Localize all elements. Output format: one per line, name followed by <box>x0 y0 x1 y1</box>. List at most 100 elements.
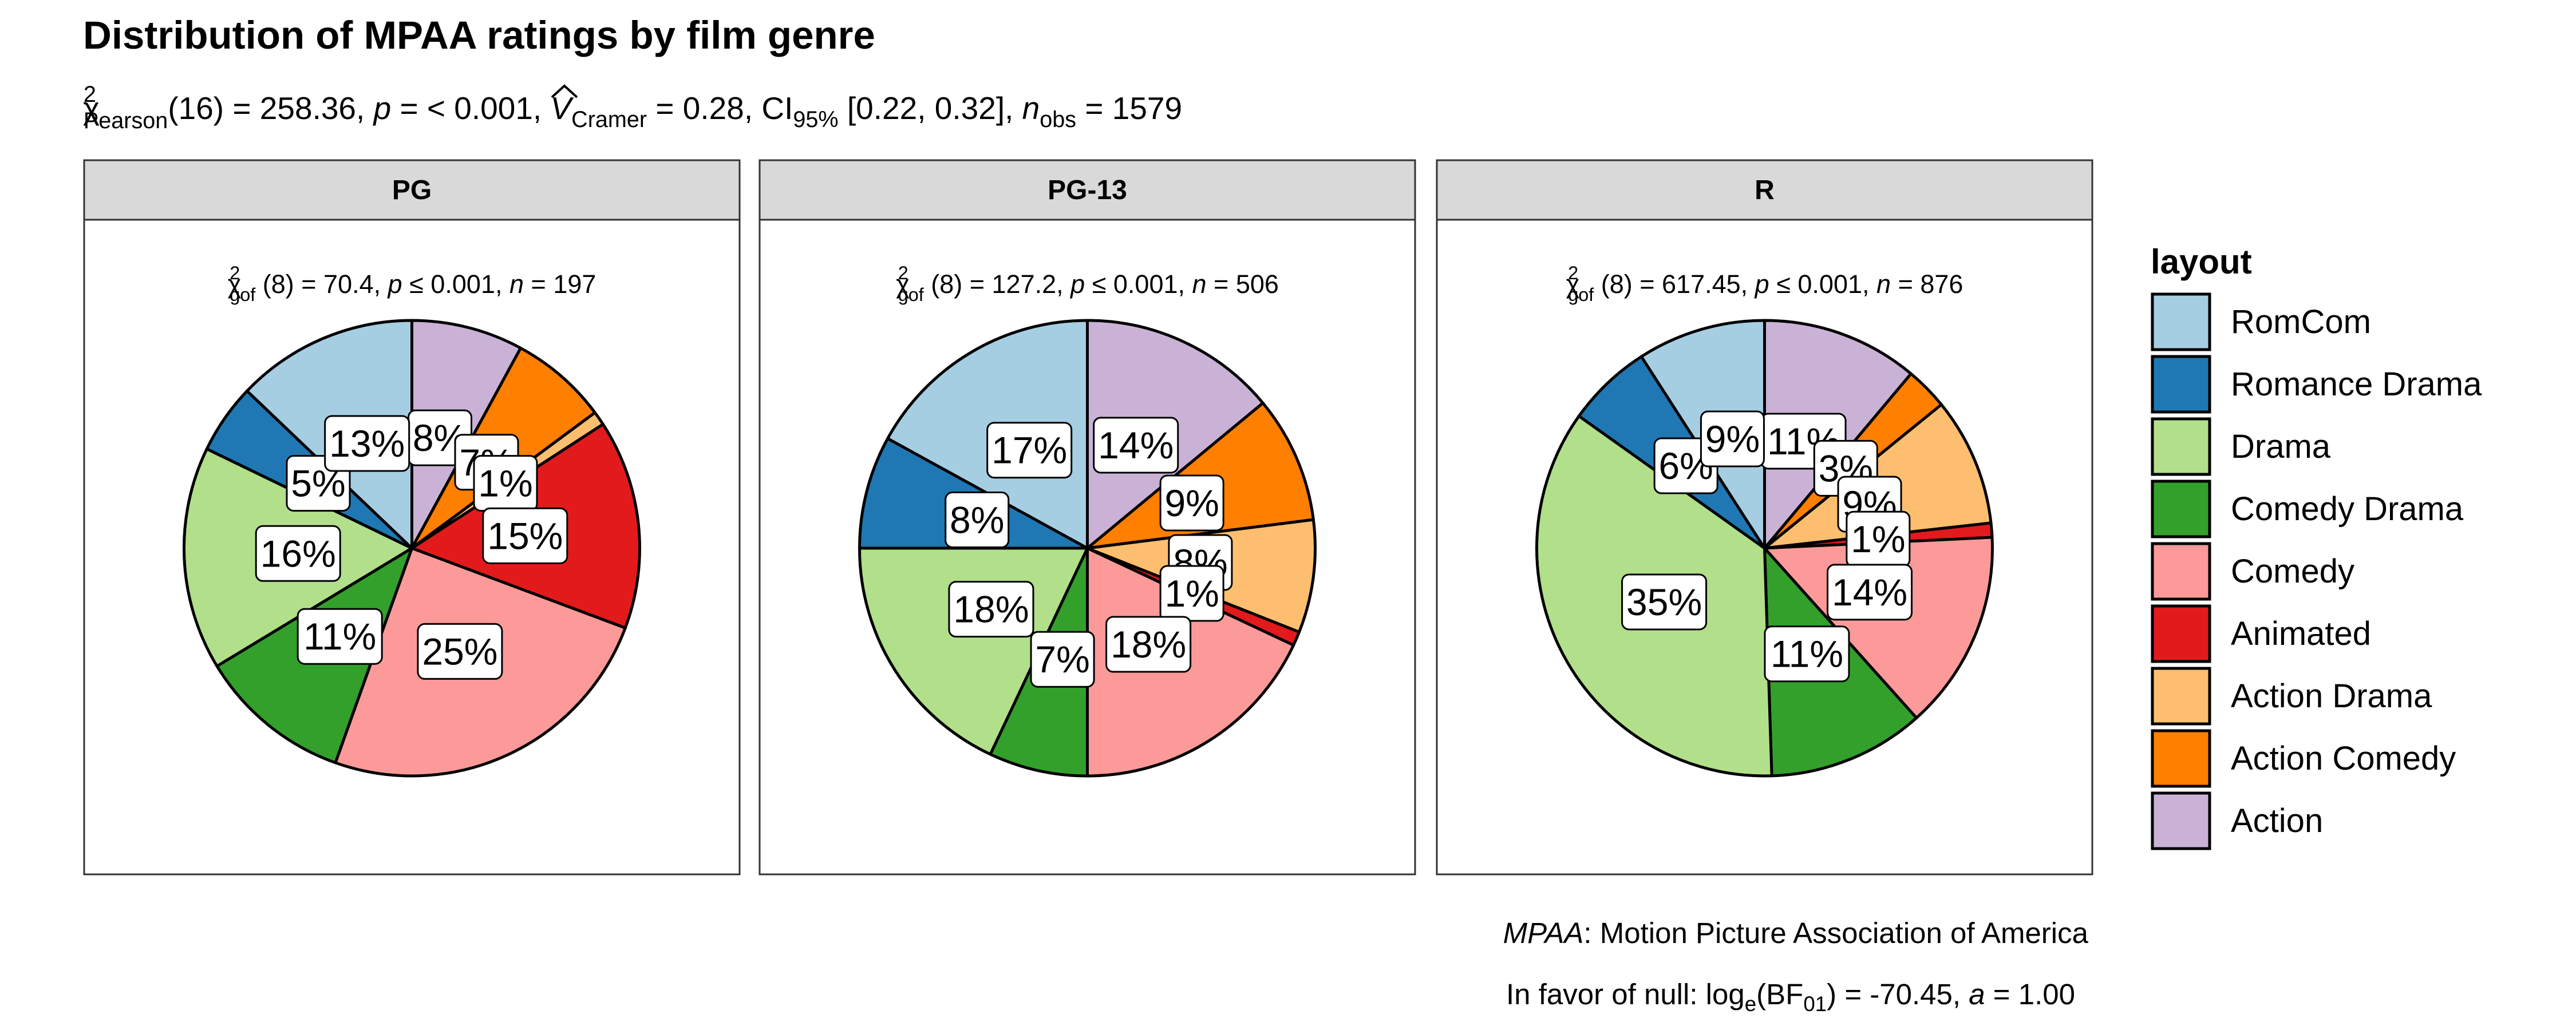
slice-label-text: 14% <box>1098 424 1174 466</box>
gof-part-0: χ <box>896 270 910 299</box>
slice-label-pg-13-romance-drama: 8% <box>945 492 1010 549</box>
legend-label: RomCom <box>2231 303 2371 340</box>
legend-label: Action Drama <box>2231 678 2432 715</box>
slice-label-pg-13-action-comedy: 9% <box>1159 474 1224 532</box>
legend-item-action-drama: Action Drama <box>2151 667 2432 726</box>
subtitle-v-sub: Cramer <box>571 107 647 132</box>
gof-part-1: 2 <box>230 263 240 283</box>
gof-part-3: (8) = 127.2, <box>924 270 1070 299</box>
subtitle-part3: = 0.28, CI <box>647 90 793 126</box>
slice-label-text: 1% <box>478 462 532 505</box>
caption-bf-c: ) = -70.45, <box>1827 978 1969 1011</box>
slice-label-box <box>1159 474 1224 532</box>
subtitle-ci-sub: 95% <box>793 107 838 132</box>
legend-item-romance-drama: Romance Drama <box>2151 355 2482 414</box>
subtitle-part5: = 1579 <box>1076 90 1182 126</box>
caption-line-1: MPAA: Motion Picture Association of Amer… <box>1503 917 2089 949</box>
slice-label-box <box>1827 564 1913 621</box>
gof-part-3: (8) = 617.45, <box>1594 270 1755 299</box>
strip-pg-13 <box>758 159 1416 221</box>
gof-part-4: p <box>387 270 402 299</box>
caption-mpaa: MPAA <box>1503 917 1584 949</box>
gof-part-4: p <box>1069 270 1085 299</box>
subtitle-part1: (16) = 258.36, <box>168 90 373 126</box>
subtitle-chi-sub: Pearson <box>84 108 168 133</box>
legend: layout RomCom Romance Drama Drama Comedy Dra… <box>2151 243 2482 850</box>
slice-label-text: 18% <box>1111 623 1186 665</box>
gof-part-6: n <box>1192 270 1207 299</box>
subtitle-n: n <box>1022 90 1040 126</box>
slice-label-pg-13-comedy-drama: 7% <box>1030 631 1095 688</box>
legend-label: Romance Drama <box>2231 366 2482 403</box>
strip-label-r: R <box>1755 175 1775 205</box>
legend-title: layout <box>2151 243 2252 281</box>
legend-swatch <box>2151 542 2211 601</box>
slice-label-box <box>297 608 383 665</box>
slice-label-box <box>948 581 1034 638</box>
slice-label-text: 13% <box>329 422 405 465</box>
legend-item-animated: Animated <box>2151 604 2371 663</box>
slice-label-box <box>1105 616 1192 673</box>
gof-part-1: 2 <box>1568 263 1578 283</box>
slice-label-pg-13-comedy: 18% <box>1105 616 1192 673</box>
slice-label-pg-comedy-drama: 11% <box>297 608 383 665</box>
caption-bf-b: (BF <box>1756 978 1803 1011</box>
strip-r <box>1436 159 2093 221</box>
legend-item-comedy: Comedy <box>2151 542 2354 601</box>
legend-label: Action Comedy <box>2231 740 2456 777</box>
slice-label-r-animated: 1% <box>1846 510 1911 568</box>
gof-part-1: 2 <box>898 263 908 283</box>
subtitle-part4: [0.22, 0.32], <box>839 90 1022 126</box>
strip-pg <box>83 159 741 221</box>
gof-part-5: ≤ 0.001, <box>1769 270 1876 299</box>
slice-label-text: 18% <box>953 588 1029 631</box>
slice-label-pg-romcom: 13% <box>324 415 410 472</box>
slice-label-box <box>417 623 503 680</box>
subtitle-p: p <box>373 90 392 126</box>
caption-bf-sub-01: 01 <box>1803 992 1827 1016</box>
legend-swatch <box>2151 729 2211 788</box>
legend-item-comedy-drama: Comedy Drama <box>2151 480 2464 538</box>
gof-part-4: p <box>1754 270 1769 299</box>
gof-part-6: n <box>1876 270 1891 299</box>
legend-swatch <box>2151 417 2211 476</box>
slice-label-r-comedy: 14% <box>1827 564 1913 621</box>
legend-swatch <box>2151 480 2211 538</box>
slice-label-pg-13-drama: 18% <box>948 581 1034 638</box>
slice-label-box <box>1700 410 1765 468</box>
strip-label-pg: PG <box>392 175 432 205</box>
gof-part-5: ≤ 0.001, <box>402 270 509 299</box>
slice-label-text: 1% <box>1851 518 1905 560</box>
gof-part-7: = 506 <box>1207 270 1279 299</box>
slice-label-pg-animated: 15% <box>482 507 568 564</box>
slice-label-box <box>1764 625 1850 683</box>
gof-part-6: n <box>509 270 524 299</box>
slice-label-text: 14% <box>1832 571 1907 613</box>
slice-label-box <box>255 525 341 582</box>
gof-part-2: gof <box>1568 284 1594 305</box>
caption-bf-a-sym: a <box>1969 978 1985 1011</box>
facet-panels: PG χ2 gof (8) = 70.4, p ≤ 0.001, n = 197 8%… <box>83 159 2093 876</box>
legend-item-romcom: RomCom <box>2151 292 2371 351</box>
gof-part-5: ≤ 0.001, <box>1085 270 1192 299</box>
legend-swatch <box>2151 667 2211 726</box>
subtitle-n-sub: obs <box>1040 107 1076 132</box>
legend-item-action: Action <box>2151 791 2323 850</box>
slice-label-text: 11% <box>1771 633 1843 675</box>
slice-label-text: 11% <box>303 615 376 657</box>
legend-swatch <box>2151 292 2211 351</box>
legend-item-action-comedy: Action Comedy <box>2151 729 2456 788</box>
gof-pg-13: χ2 gof (8) = 127.2, p ≤ 0.001, n = 506 <box>896 263 1279 305</box>
slice-label-text: 9% <box>1705 418 1760 460</box>
gof-pg: χ2 gof (8) = 70.4, p ≤ 0.001, n = 197 <box>228 263 596 305</box>
slice-label-pg-action-drama: 1% <box>473 455 538 512</box>
gof-part-2: gof <box>898 284 924 305</box>
gof-part-7: = 876 <box>1891 270 1963 299</box>
chart-subtitle: χ2 Pearson(16) = 258.36, p = < 0.001, VCr… <box>83 82 1182 133</box>
slice-label-text: 35% <box>1626 581 1702 623</box>
gof-part-3: (8) = 70.4, <box>255 270 388 299</box>
slice-label-text: 16% <box>260 532 336 575</box>
caption-bf-d: = 1.00 <box>1985 978 2075 1011</box>
slice-r-comedy <box>1763 536 1994 720</box>
